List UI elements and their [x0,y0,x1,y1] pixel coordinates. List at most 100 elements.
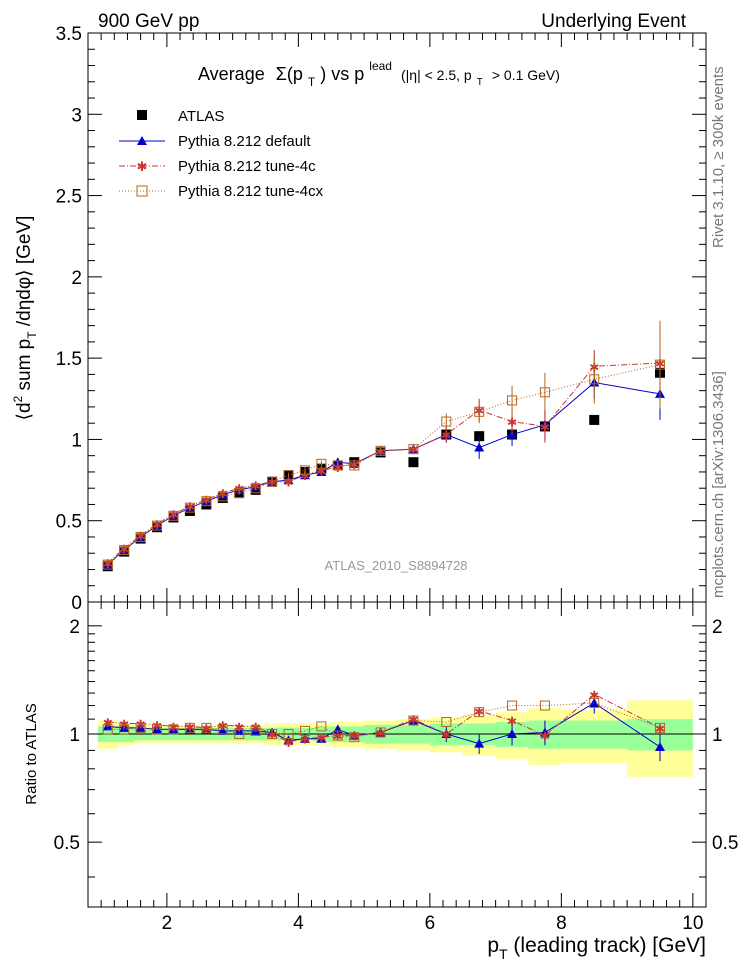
ratio-tune4cx-point [184,722,195,733]
ratio-default-point [283,735,294,745]
tune4cx-data-point [441,416,452,427]
title-prefix: Average [198,64,265,84]
ratio-y-tick-label: 0.5 [54,833,80,854]
series-line-3 [107,364,661,565]
ratio-tune4cx-point [168,724,179,735]
x-tick-label: 6 [425,913,436,934]
legend-marker-tune4cx [136,185,148,197]
legend-marker-default [137,136,147,145]
tune4c-data-point: ✱ [251,479,261,493]
ratio-tune4c-point: ✱ [218,719,228,733]
legend-label-tune4cx: Pythia 8.212 tune-4cx [178,183,324,200]
ratio-tune4c-point: ✱ [185,720,195,734]
tune4cx-data-point [135,531,146,542]
tune4cx-data-point [168,510,179,521]
legend-label-tune4c: Pythia 8.212 tune-4c [178,158,316,175]
title-sub-t: T [308,75,316,89]
x-tick-label: 10 [682,913,703,934]
ratio-line-2 [107,702,661,738]
tune4cx-data-point [474,406,485,417]
header-left: 900 GeV pp [98,11,199,32]
ratio-tune4cx-point [102,724,113,735]
y-tick-label: 3.5 [56,24,82,45]
legend-entry-tune4c: ✱ Pythia 8.212 tune-4c [119,158,316,175]
ratio-tune4c-point: ✱ [283,736,293,750]
tune4cx-data-point [408,444,419,455]
y-tick-label: 3 [71,105,82,126]
ratio-tune4cx-point [441,716,452,727]
ratio-default-point [102,721,113,731]
ratio-tune4cx-point [589,697,600,708]
ratio-default-point [234,725,245,735]
x-axis-label: pT (leading track) [GeV] [487,934,706,962]
ratio-tune4cx-point [474,707,485,718]
tune4c-data-point: ✱ [300,469,310,483]
ratio-tune4cx-point [217,724,228,735]
ratio-tune4cx-point [349,732,360,743]
tune4c-data-point: ✱ [540,420,550,434]
ratio-tune4c-point: ✱ [201,722,211,736]
tune4c-data-point: ✱ [283,476,293,490]
ratio-tune4c-point: ✱ [349,730,359,744]
legend-entry-default: Pythia 8.212 default [119,133,311,150]
ratio-default-point [135,722,146,732]
tune4cx-data-point [316,458,327,469]
tune4c-data-point: ✱ [234,482,244,496]
tune4cx-data-point [201,496,212,507]
ratio-tune4cx-point [316,721,327,732]
default-data-point [474,442,485,452]
ratio-line-1 [107,693,661,743]
ratio-default-point [152,724,163,734]
ratio-tune4cx-point [299,725,310,736]
y-tick-label: 1.5 [56,349,82,370]
series-line-2 [107,362,661,564]
legend: ATLAS Pythia 8.212 default ✱ Pythia 8.21… [119,108,324,200]
legend-marker-tune4c: ✱ [137,159,148,174]
tune4cx-data-point [152,520,163,531]
ratio-tune4c-point: ✱ [103,716,113,730]
ratio-default-point [184,724,195,734]
legend-marker-atlas [137,110,147,120]
tune4cx-data-point [119,544,130,555]
title-suffix-end: > 0.1 GeV) [492,67,560,83]
ratio-tune4c-point: ✱ [234,720,244,734]
tune4cx-data-point [184,502,195,513]
ratio-tune4c-point: ✱ [316,731,326,745]
tune4c-data-point: ✱ [441,429,451,443]
ratio-y-tick-label-right: 0.5 [712,833,738,854]
ratio-default-point [201,724,212,734]
ratio-tune4c-point: ✱ [507,715,517,729]
ratio-default-point [217,725,228,735]
ratio-tune4c-point: ✱ [655,722,665,736]
ratio-tune4cx-point [250,725,261,736]
ratio-default-point [507,728,518,738]
ratio-tune4cx-point [408,715,419,726]
ratio-tune4c-point: ✱ [474,705,484,719]
rivet-label: Rivet 3.1.10, ≥ 300k events [710,66,727,248]
ratio-tune4c-point: ✱ [300,733,310,747]
ratio-y-axis-label: Ratio to ATLAS [23,703,40,804]
ratio-tune4cx-point [119,724,130,735]
ratio-default-point [589,697,600,707]
ratio-y-tick-label-right: 2 [712,617,723,638]
ratio-plot-panel: ✱ ✱ ✱ ✱ ✱ ✱ ✱ ✱ ✱ ✱✱✱ ✱ ✱ ✱ ✱ ✱✱✱✱✱✱✱✱ 0.5 0.51 12 22 4 6 8 1… [23,601,738,962]
ratio-tune4c-point: ✱ [251,720,261,734]
tune4cx-data-point [332,460,343,471]
tune4cx-data-point [217,491,228,502]
y-tick-label: 2 [71,268,82,289]
mcplots-label: mcplots.cern.ch [arXiv:1306.3436] [710,371,727,598]
x-tick-label: 2 [162,913,173,934]
title-sigma: Σ(p [276,64,303,84]
title-suffix-sub: T [477,77,483,88]
ratio-tune4c-point: ✱ [267,728,277,742]
y-tick-label: 1 [71,430,82,451]
title-sup-lead: lead [369,59,392,73]
ratio-tune4c-point: ✱ [136,717,146,731]
analysis-watermark: ATLAS_2010_S8894728 [325,558,468,573]
ratio-tune4cx-point [283,728,294,739]
ratio-default-point [349,730,360,740]
ratio-default-point [408,715,419,725]
title-mid: ) vs p [320,64,364,84]
ratio-tune4cx-point [234,728,245,739]
